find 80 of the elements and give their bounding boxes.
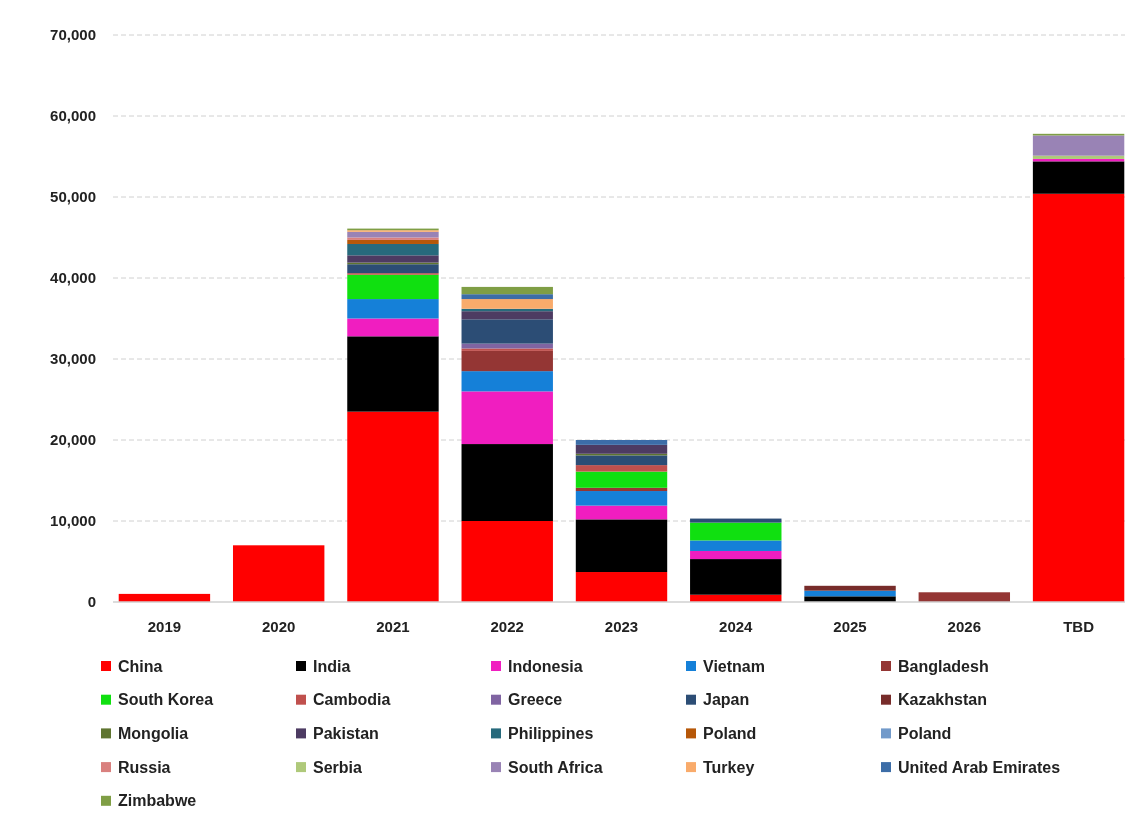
bar <box>347 318 439 337</box>
bar <box>575 505 668 520</box>
y-tick-label: 0 <box>87 593 96 611</box>
bar <box>690 518 782 523</box>
bar <box>461 294 553 300</box>
bar <box>575 444 668 454</box>
legend-label: India <box>313 657 351 675</box>
bar <box>461 444 553 521</box>
legend-label: Japan <box>703 691 750 709</box>
bar <box>690 540 782 551</box>
legend-label: Pakistan <box>313 725 379 742</box>
bar <box>575 572 668 602</box>
bar <box>461 311 553 320</box>
y-tick-label: 30,000 <box>50 350 96 368</box>
bar <box>461 391 553 445</box>
x-tick-label: 2025 <box>833 618 867 635</box>
y-tick-label: 50,000 <box>50 188 96 206</box>
bar <box>461 350 553 372</box>
legend-label: Kazakhstan <box>898 691 987 709</box>
x-tick-label: 2024 <box>719 618 754 635</box>
bar <box>1032 193 1125 602</box>
legend-label: Russia <box>118 758 171 776</box>
bar <box>461 299 553 309</box>
bar <box>347 264 439 274</box>
bar <box>232 545 325 602</box>
legend-label: China <box>118 657 163 675</box>
legend-label: Serbia <box>313 758 363 776</box>
legend-label: Turkey <box>703 758 755 776</box>
legend-label: Bangladesh <box>898 657 989 675</box>
bar <box>347 231 439 238</box>
bar <box>690 559 782 595</box>
bar <box>461 319 553 344</box>
x-tick-label: 2019 <box>147 618 182 635</box>
x-tick-label: 2021 <box>376 618 410 635</box>
bar <box>575 519 668 573</box>
bar <box>347 243 439 256</box>
bar <box>461 348 553 351</box>
bar <box>918 592 1011 602</box>
bar <box>575 455 668 466</box>
bar <box>347 336 439 412</box>
bar <box>347 299 439 319</box>
bar <box>690 550 782 560</box>
bar <box>347 411 439 602</box>
bar <box>575 487 668 492</box>
legend-label: Mongolia <box>118 725 189 742</box>
legend-label: Vietnam <box>703 657 765 675</box>
y-tick-label: 20,000 <box>50 431 96 449</box>
y-tick-label: 60,000 <box>50 107 96 125</box>
legend-label: Greece <box>508 691 563 709</box>
bar <box>461 286 553 295</box>
x-tick-label: 2022 <box>490 618 524 635</box>
x-tick-label: 2020 <box>262 618 296 635</box>
bar <box>804 585 896 591</box>
bar <box>461 521 553 602</box>
legend-label: Poland <box>703 725 757 742</box>
bar <box>347 274 439 300</box>
x-tick-label: TBD <box>1063 618 1095 635</box>
bar <box>1032 135 1125 156</box>
bar <box>461 371 553 392</box>
bar <box>575 465 668 472</box>
legend-label: Cambodia <box>313 691 391 709</box>
legend-label: Indonesia <box>508 657 583 675</box>
bar <box>575 491 668 506</box>
bar <box>347 239 439 244</box>
legend-label: South Korea <box>118 691 214 709</box>
legend-label: United Arab Emirates <box>898 758 1061 776</box>
legend-label: Philippines <box>508 725 594 742</box>
y-tick-label: 40,000 <box>50 269 96 287</box>
bar <box>690 522 782 541</box>
bar <box>1032 161 1125 194</box>
y-tick-label: 10,000 <box>50 512 96 530</box>
legend-label: Zimbabwe <box>118 792 197 810</box>
legend-label: South Africa <box>508 758 603 776</box>
x-tick-label: 2026 <box>947 618 981 635</box>
bar <box>575 440 668 445</box>
x-tick-label: 2023 <box>604 618 639 635</box>
bar <box>575 471 668 488</box>
legend-label: Poland <box>898 725 952 742</box>
bar <box>347 255 439 263</box>
y-tick-label: 70,000 <box>50 26 96 44</box>
